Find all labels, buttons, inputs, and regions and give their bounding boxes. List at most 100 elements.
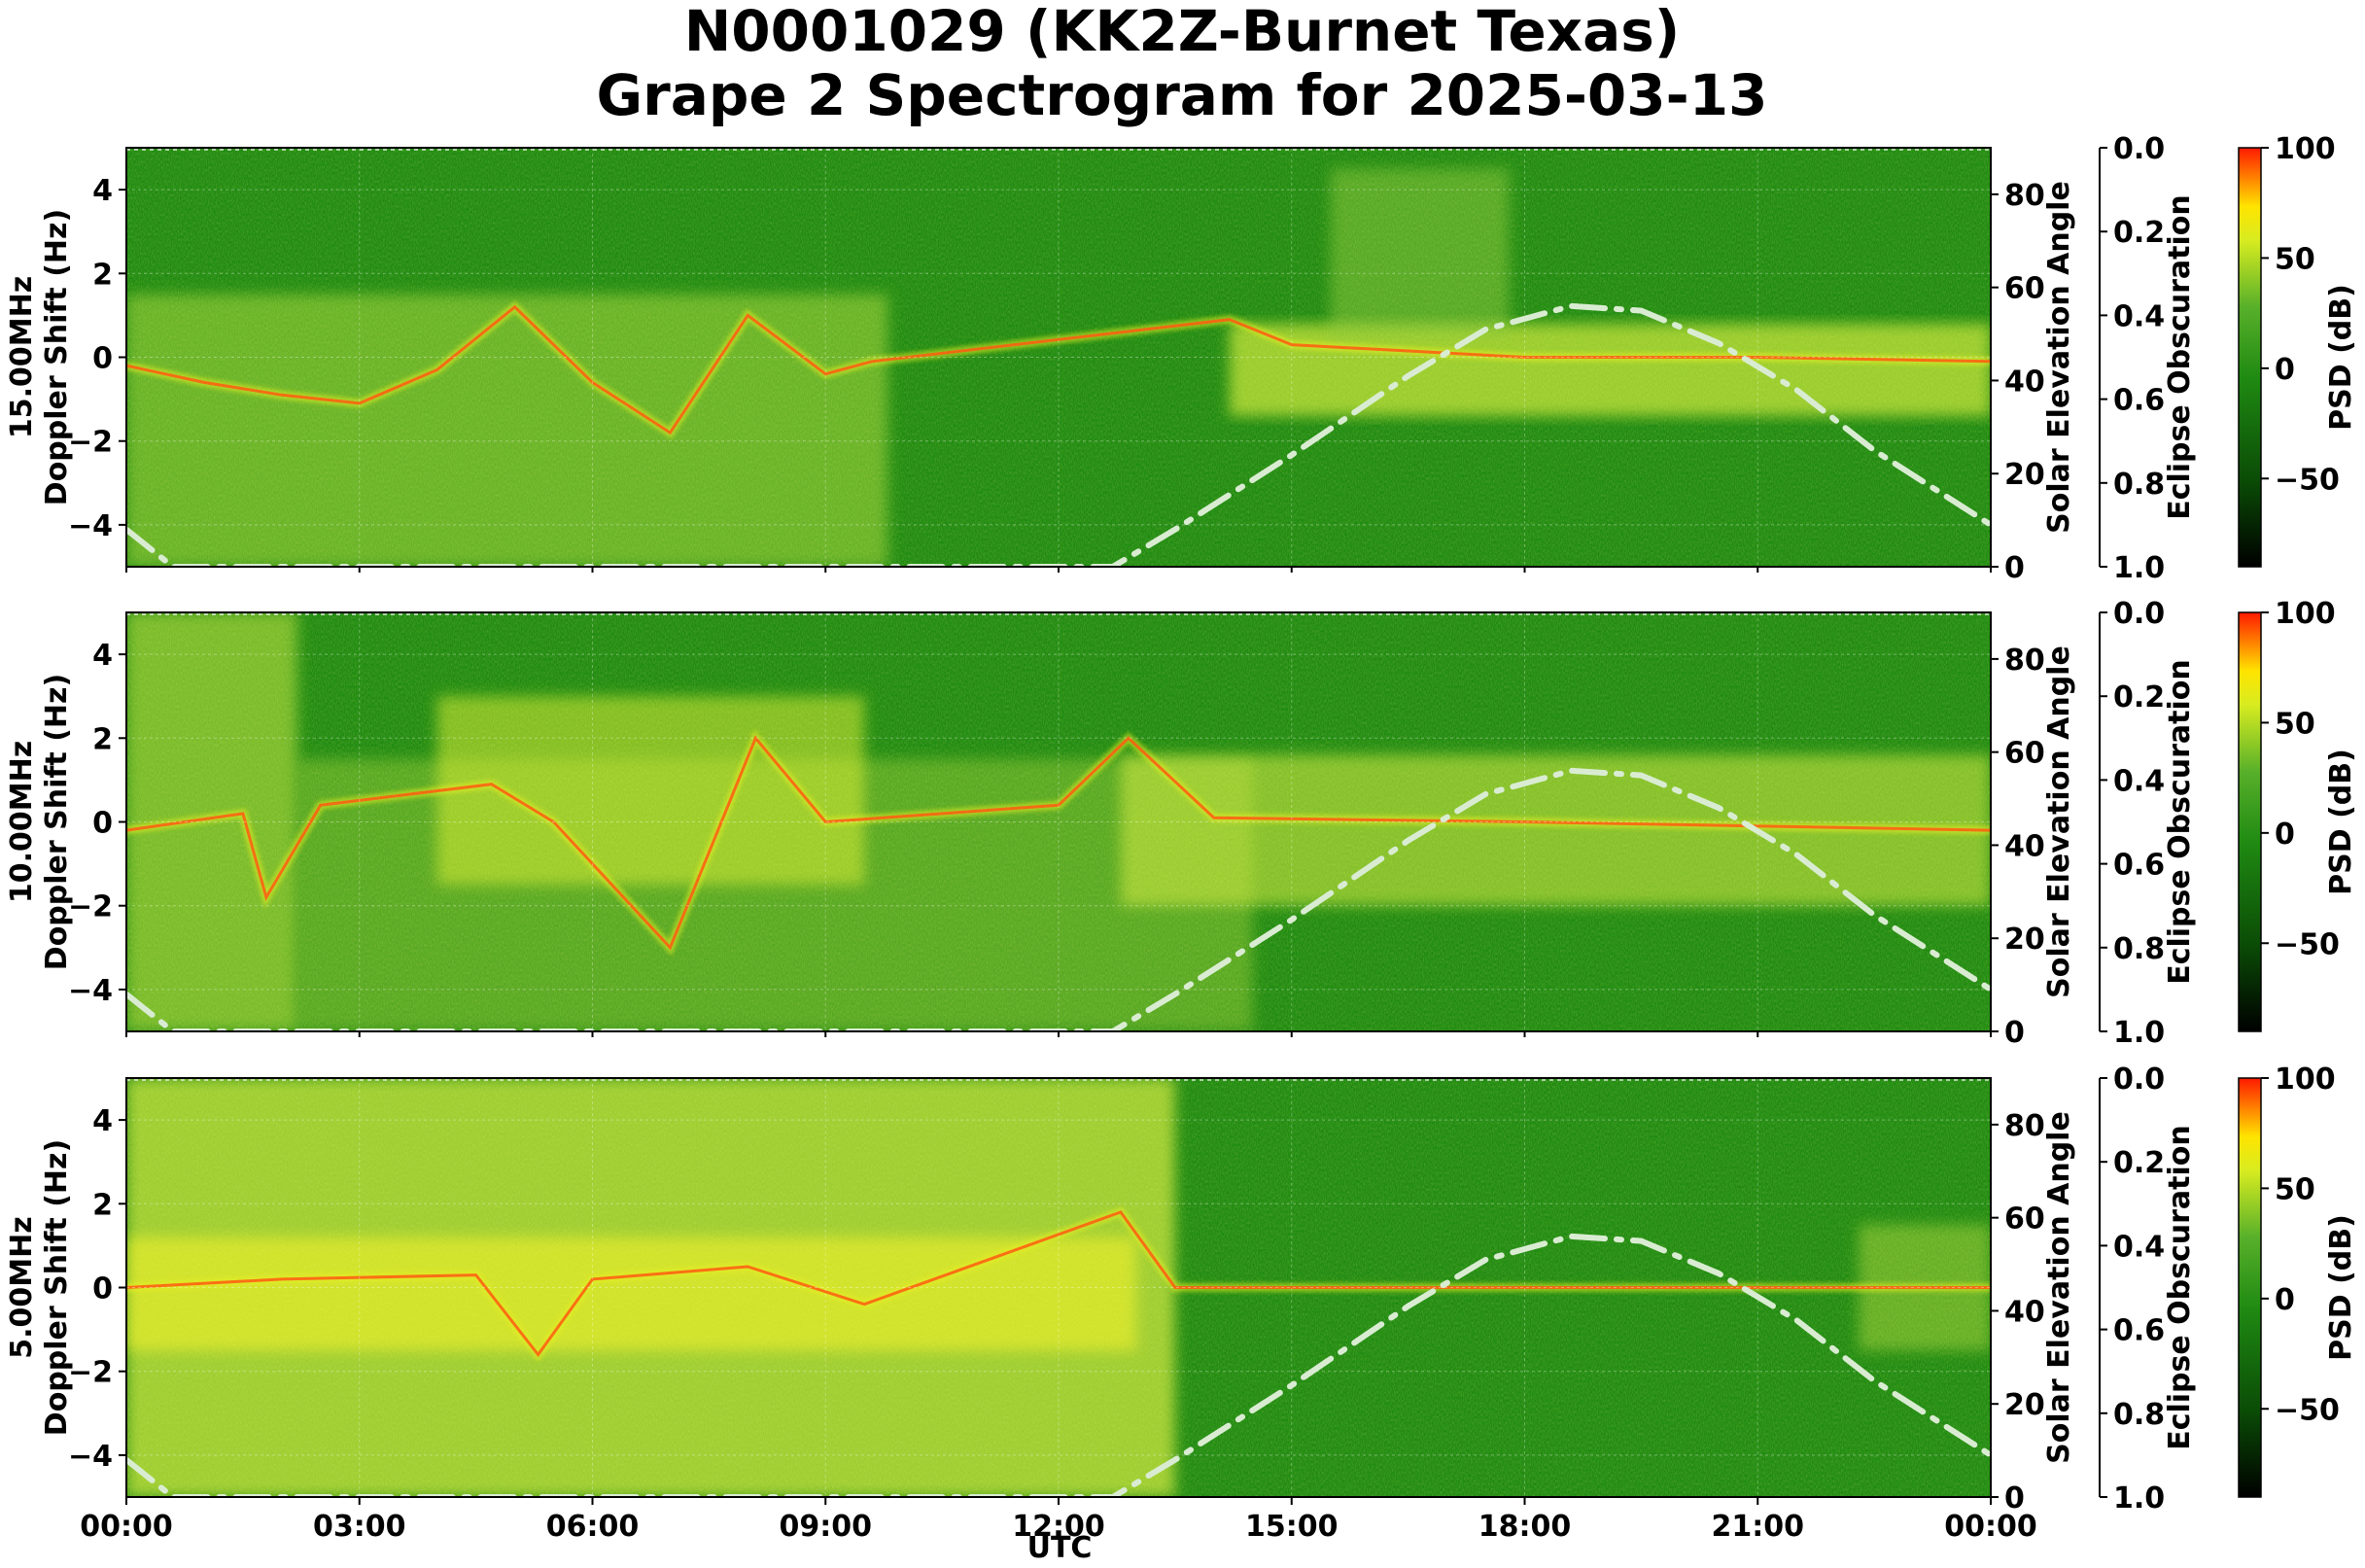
- dominant-trace: [126, 304, 1991, 436]
- elevation-tick-label: 40: [2004, 1295, 2045, 1329]
- y-tick-label: 4: [92, 1104, 113, 1138]
- y-tick-label: 2: [92, 1188, 113, 1222]
- elevation-tick-label: 80: [2004, 1109, 2045, 1143]
- y-tick-label: 2: [92, 258, 113, 292]
- y-tick-label: −2: [68, 426, 113, 460]
- y-tick-label: −2: [68, 890, 113, 924]
- panel-10.00MHz: 420−2−410.00MHz Doppler Shift (Hz)8060402…: [5, 597, 2358, 1050]
- elevation-tick-label: 0: [2004, 1016, 2025, 1050]
- dominant-trace: [126, 1210, 1991, 1357]
- obscuration-tick-label: 0.0: [2113, 597, 2165, 631]
- colorbar-tick-label: −50: [2275, 1393, 2340, 1427]
- obscuration-tick-label: 0.8: [2113, 932, 2165, 966]
- colorbar: [2238, 147, 2262, 568]
- y-tick-label: 4: [92, 174, 113, 208]
- band-label: 5.00MHz: [5, 1216, 39, 1358]
- y-tick-label: 4: [92, 639, 113, 673]
- colorbar-label: PSD (dB): [2324, 284, 2358, 431]
- obscuration-tick-label: 0.0: [2113, 1063, 2165, 1097]
- obscuration-tick-label: 1.0: [2113, 1016, 2165, 1050]
- y-tick-label: 0: [92, 807, 113, 841]
- spectrogram-area: [126, 1078, 1991, 1497]
- colorbar-tick-label: 0: [2275, 818, 2295, 852]
- elevation-tick-label: 20: [2004, 1388, 2045, 1422]
- colorbar-tick-label: 50: [2275, 1172, 2315, 1206]
- y-tick-label: −2: [68, 1356, 113, 1390]
- obscuration-tick-label: 1.0: [2113, 551, 2165, 585]
- obscuration-tick-label: 0.4: [2113, 764, 2165, 798]
- colorbar-tick-label: 100: [2275, 597, 2336, 631]
- colorbar-tick-label: −50: [2275, 463, 2340, 497]
- x-tick-label: 09:00: [780, 1510, 873, 1544]
- elevation-tick-label: 80: [2004, 179, 2045, 213]
- band-label: 10.00MHz: [5, 741, 39, 903]
- y-axis-label: Doppler Shift (Hz): [40, 209, 74, 505]
- y-tick-label: −4: [68, 974, 113, 1008]
- y-tick-label: −4: [68, 509, 113, 543]
- obscuration-tick-label: 0.2: [2113, 680, 2165, 714]
- colorbar-label: PSD (dB): [2324, 749, 2358, 895]
- elevation-tick-label: 20: [2004, 923, 2045, 957]
- obscuration-tick-label: 0.8: [2113, 468, 2165, 502]
- obscuration-tick-label: 0.6: [2113, 849, 2165, 883]
- y-axis-label: Doppler Shift (Hz): [40, 674, 74, 970]
- colorbar-tick-label: 50: [2275, 707, 2315, 741]
- y-tick-label: −4: [68, 1440, 113, 1474]
- obscuration-tick-label: 0.4: [2113, 1230, 2165, 1264]
- obscuration-tick-label: 0.6: [2113, 384, 2165, 418]
- elevation-axis-label: Solar Elevation Angle: [2042, 645, 2076, 998]
- y-tick-label: 0: [92, 1272, 113, 1307]
- panel-5.00MHz: 420−2−45.00MHz Doppler Shift (Hz)80604020…: [5, 1063, 2358, 1544]
- obscuration-tick-label: 0.6: [2113, 1314, 2165, 1348]
- colorbar-tick-label: 100: [2275, 132, 2336, 166]
- colorbar-tick-label: 100: [2275, 1063, 2336, 1097]
- solar-elevation-curve: [126, 767, 1991, 1031]
- obscuration-tick-label: 0.0: [2113, 132, 2165, 166]
- elevation-tick-label: 60: [2004, 737, 2045, 771]
- spectrogram-area: [126, 612, 1991, 1031]
- spectrogram-area: [126, 148, 1991, 567]
- elevation-tick-label: 0: [2004, 551, 2025, 585]
- elevation-axis-label: Solar Elevation Angle: [2042, 181, 2076, 534]
- x-tick-label: 21:00: [1712, 1510, 1805, 1544]
- elevation-tick-label: 80: [2004, 644, 2045, 678]
- colorbar-tick-label: −50: [2275, 927, 2340, 961]
- colorbar-label: PSD (dB): [2324, 1214, 2358, 1361]
- elevation-tick-label: 20: [2004, 458, 2045, 492]
- colorbar: [2238, 1077, 2262, 1498]
- x-tick-label: 03:00: [313, 1510, 406, 1544]
- y-tick-label: 2: [92, 722, 113, 756]
- title-line-2: Grape 2 Spectrogram for 2025-03-13: [597, 62, 1768, 128]
- elevation-tick-label: 40: [2004, 829, 2045, 863]
- panel-15.00MHz: 420−2−415.00MHz Doppler Shift (Hz)8060402…: [5, 132, 2358, 585]
- obscuration-tick-label: 0.4: [2113, 299, 2165, 333]
- obscuration-tick-label: 1.0: [2113, 1481, 2165, 1516]
- x-tick-label: 06:00: [546, 1510, 640, 1544]
- obscuration-axis-label: Eclipse Obscuration: [2163, 659, 2197, 985]
- colorbar-tick-label: 50: [2275, 242, 2315, 276]
- elevation-tick-label: 60: [2004, 1202, 2045, 1237]
- x-tick-label: 12:00: [1012, 1510, 1105, 1544]
- panels-group: 420−2−415.00MHz Doppler Shift (Hz)8060402…: [5, 132, 2358, 1544]
- x-tick-label: 15:00: [1245, 1510, 1339, 1544]
- elevation-tick-label: 60: [2004, 272, 2045, 306]
- obscuration-tick-label: 0.2: [2113, 1146, 2165, 1180]
- solar-elevation-curve: [126, 1233, 1991, 1497]
- title-line-1: N0001029 (KK2Z-Burnet Texas): [684, 0, 1681, 64]
- obscuration-tick-label: 0.8: [2113, 1398, 2165, 1432]
- band-label: 15.00MHz: [5, 276, 39, 438]
- obscuration-axis-label: Eclipse Obscuration: [2163, 1125, 2197, 1450]
- colorbar-tick-label: 0: [2275, 1283, 2295, 1317]
- y-axis-label: Doppler Shift (Hz): [40, 1139, 74, 1436]
- obscuration-axis-label: Eclipse Obscuration: [2163, 194, 2197, 520]
- obscuration-tick-label: 0.2: [2113, 216, 2165, 250]
- elevation-tick-label: 40: [2004, 365, 2045, 399]
- solar-elevation-curve: [126, 302, 1991, 567]
- x-tick-label: 00:00: [80, 1510, 173, 1544]
- y-tick-label: 0: [92, 342, 113, 376]
- elevation-axis-label: Solar Elevation Angle: [2042, 1111, 2076, 1464]
- dominant-trace: [126, 735, 1991, 951]
- colorbar: [2238, 611, 2262, 1032]
- colorbar-tick-label: 0: [2275, 353, 2295, 387]
